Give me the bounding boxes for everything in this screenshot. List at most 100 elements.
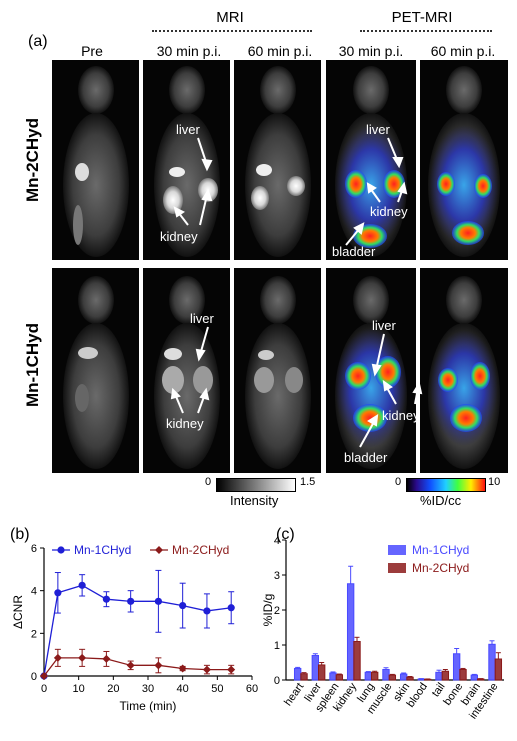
pet-scale-label: %ID/cc (420, 493, 462, 508)
y-tick-label: 4 (274, 535, 280, 547)
legend-marker (57, 546, 65, 554)
image-mn2chyd-mri-30 (143, 60, 230, 260)
data-point (78, 653, 87, 662)
col-label-pet-30: 30 min p.i. (338, 43, 404, 59)
annotation-kidney: kidney (160, 229, 198, 244)
data-point (154, 597, 162, 605)
y-axis-label: %ID/g (262, 594, 275, 627)
x-tick-label: 50 (211, 683, 223, 695)
bar (388, 674, 397, 681)
panel-a-label: (a) (28, 33, 48, 50)
y-tick-label: 1 (274, 640, 280, 652)
bar (371, 671, 379, 681)
intensity-scale-min: 0 (205, 476, 212, 488)
intensity-colorbar (216, 478, 296, 492)
annotation-bladder: bladder (332, 244, 376, 259)
bar (382, 669, 390, 681)
y-tick-label: 2 (274, 605, 280, 617)
image-mn1chyd-mri-60 (234, 268, 321, 473)
col-label-pre: Pre (81, 43, 103, 59)
annotation-liver: liver (176, 122, 200, 137)
bar (353, 641, 361, 681)
image-mn1chyd-pet-60 (420, 268, 508, 473)
y-tick-label: 6 (31, 543, 37, 555)
data-point (126, 661, 135, 670)
x-axis-label: Time (min) (120, 699, 177, 713)
bar (477, 678, 485, 681)
data-point (179, 602, 187, 610)
series-line (43, 584, 232, 677)
bar (417, 678, 425, 681)
col-label-mri-60: 60 min p.i. (247, 43, 313, 59)
x-tick-label: 0 (41, 683, 47, 695)
image-mn1chyd-pet-30 (326, 268, 416, 473)
pet-scale-min: 0 (395, 476, 402, 488)
panel-b-label: (b) (10, 526, 30, 543)
bar (470, 674, 478, 681)
bar (293, 667, 302, 681)
header-pet-mri: PET-MRI (391, 9, 453, 26)
bar (488, 643, 496, 681)
y-tick-label: 2 (31, 628, 37, 640)
pet-colorbar (406, 478, 486, 492)
annotation-kidney: kidney (166, 416, 204, 431)
y-tick-label: 0 (31, 671, 37, 683)
bar (311, 655, 319, 681)
y-axis-label: ΔCNR (11, 595, 25, 629)
panel-c-label: (c) (276, 526, 295, 543)
y-tick-label: 4 (31, 586, 37, 598)
bar (435, 671, 443, 681)
data-point (154, 661, 163, 670)
image-mn1chyd-pre (52, 268, 139, 473)
intensity-scale-max: 1.5 (300, 476, 316, 488)
x-tick-label: 40 (177, 683, 189, 695)
data-point (102, 654, 111, 663)
legend-marker (155, 546, 163, 554)
intensity-scale-label: Intensity (230, 493, 279, 508)
image-mn1chyd-mri-30 (143, 268, 230, 473)
legend-label: Mn-1CHyd (412, 543, 469, 557)
data-point (102, 595, 110, 603)
legend-label: Mn-2CHyd (172, 543, 229, 557)
annotation-liver: liver (366, 122, 390, 137)
bar (494, 658, 503, 681)
bar (335, 674, 344, 681)
x-tick-label: heart (282, 681, 306, 708)
col-label-mri-30: 30 min p.i. (156, 43, 222, 59)
data-point (227, 665, 236, 674)
annotation-liver: liver (190, 311, 214, 326)
bar (399, 673, 408, 681)
x-tick-label: 30 (142, 683, 154, 695)
header-mri-underline (152, 30, 312, 32)
legend-label: Mn-1CHyd (74, 543, 131, 557)
bar (452, 653, 461, 681)
annotation-kidney: kidney (382, 408, 420, 423)
image-mn2chyd-pet-30 (326, 60, 416, 260)
data-point (40, 672, 48, 680)
x-tick-label: 10 (73, 683, 85, 695)
bar-chart-biodistribution: 01234%ID/gheartliverspleenkidneylungmusc… (262, 535, 504, 721)
image-mn2chyd-pet-60 (420, 60, 508, 260)
bar (329, 672, 337, 681)
legend-swatch (388, 545, 406, 555)
annotation-kidney: kidney (370, 204, 408, 219)
data-point (227, 604, 235, 612)
x-tick-label: 60 (246, 683, 258, 695)
legend-swatch (388, 563, 406, 573)
bar (318, 664, 326, 681)
col-label-pet-60: 60 min p.i. (430, 43, 496, 59)
bar (300, 673, 308, 681)
annotation-bladder: bladder (344, 450, 388, 465)
data-point (202, 665, 211, 674)
series-line (43, 657, 232, 677)
data-point (203, 607, 211, 615)
image-mn2chyd-pre (52, 60, 139, 260)
header-mri: MRI (216, 9, 244, 26)
header-pet-mri-underline (360, 30, 492, 32)
annotation-liver: liver (372, 318, 396, 333)
bar (406, 676, 414, 681)
y-tick-label: 3 (274, 570, 280, 582)
data-point (53, 653, 62, 662)
bar (346, 583, 355, 681)
